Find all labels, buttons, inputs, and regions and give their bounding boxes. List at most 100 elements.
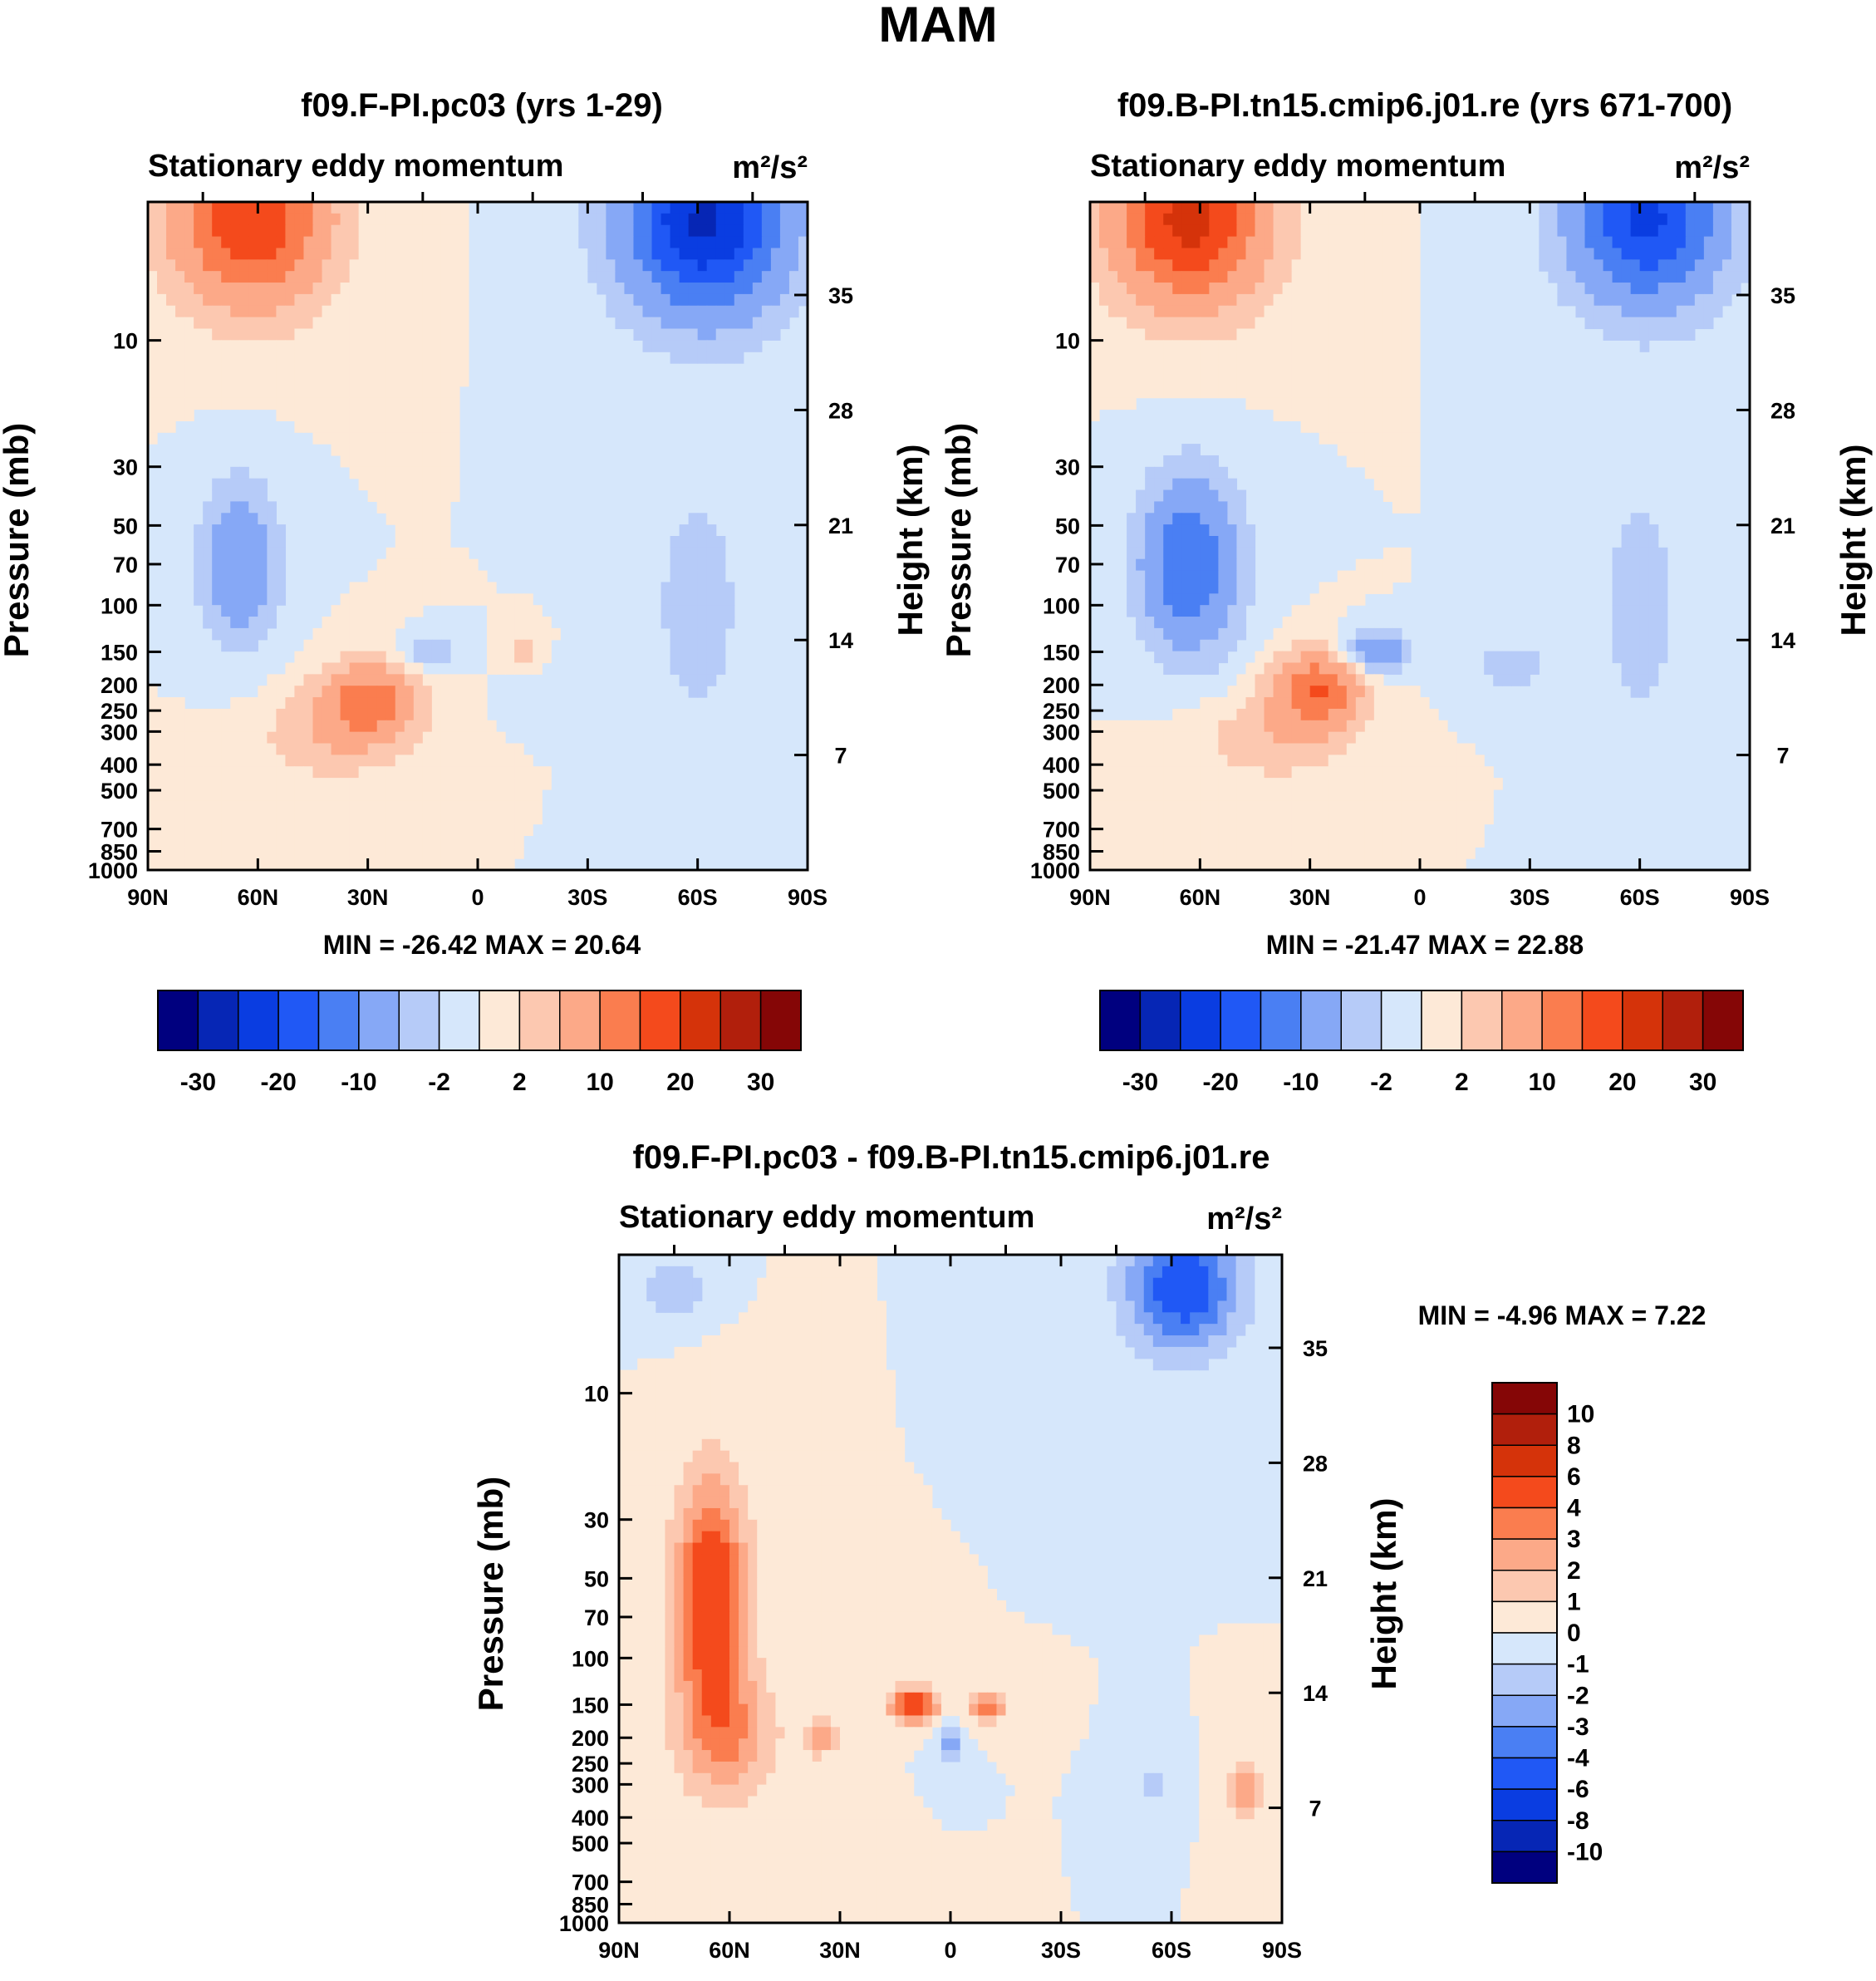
field-cell bbox=[1355, 317, 1366, 330]
field-cell bbox=[1319, 386, 1329, 399]
field-cell bbox=[1255, 800, 1265, 814]
field-cell bbox=[633, 202, 644, 214]
field-cell bbox=[212, 202, 222, 214]
field-cell bbox=[1337, 778, 1348, 790]
field-cell bbox=[739, 1450, 749, 1463]
field-cell bbox=[1712, 213, 1723, 226]
field-cell bbox=[1657, 317, 1668, 330]
field-cell bbox=[349, 328, 360, 341]
field-cell bbox=[1200, 259, 1210, 272]
field-cell bbox=[1200, 627, 1210, 641]
field-cell bbox=[1154, 489, 1164, 503]
field-cell bbox=[1163, 766, 1173, 779]
field-cell bbox=[775, 1312, 786, 1325]
field-cell bbox=[1328, 374, 1338, 387]
field-cell bbox=[303, 766, 314, 779]
field-cell bbox=[1355, 397, 1366, 410]
field-cell bbox=[276, 593, 287, 606]
field-cell bbox=[294, 213, 305, 226]
field-cell bbox=[1309, 363, 1320, 376]
field-cell bbox=[221, 766, 231, 779]
field-cell bbox=[184, 755, 194, 767]
panel-experiment: f09.B-PI.tn15.cmip6.j01.re (yrs 671-700)… bbox=[939, 87, 1873, 1096]
field-cell bbox=[1392, 236, 1402, 249]
field-cell bbox=[1548, 248, 1559, 260]
field-cell bbox=[166, 789, 176, 802]
field-cell bbox=[395, 674, 405, 686]
field-cell bbox=[413, 236, 424, 249]
field-cell bbox=[422, 432, 433, 445]
field-cell bbox=[1364, 236, 1375, 249]
field-cell bbox=[248, 605, 258, 617]
field-cell bbox=[148, 720, 158, 733]
field-cell bbox=[1227, 501, 1238, 514]
field-cell bbox=[1171, 1289, 1181, 1302]
field-cell bbox=[1447, 858, 1457, 871]
field-cell bbox=[1337, 570, 1348, 583]
field-cell bbox=[459, 224, 469, 238]
field-cell bbox=[1392, 778, 1402, 790]
field-cell bbox=[230, 305, 240, 318]
field-cell bbox=[766, 1393, 777, 1405]
field-cell bbox=[212, 224, 222, 238]
field-cell bbox=[821, 1289, 832, 1302]
field-cell bbox=[1410, 478, 1421, 491]
field-cell bbox=[1612, 328, 1623, 341]
field-cell bbox=[1217, 1289, 1228, 1302]
field-cell bbox=[1382, 547, 1393, 560]
field-cell bbox=[1639, 582, 1650, 594]
field-cell bbox=[788, 305, 799, 318]
field-cell bbox=[1163, 224, 1173, 238]
field-cell bbox=[349, 432, 360, 445]
field-cell bbox=[849, 1393, 859, 1405]
field-cell bbox=[157, 213, 167, 226]
field-cell bbox=[248, 489, 258, 503]
field-cell bbox=[798, 248, 808, 260]
field-cell bbox=[761, 248, 772, 260]
field-cell bbox=[1401, 570, 1412, 583]
field-cell bbox=[1181, 466, 1191, 479]
field-cell bbox=[294, 305, 305, 318]
field-cell bbox=[239, 558, 249, 572]
field-cell bbox=[1154, 466, 1164, 479]
field-cell bbox=[1392, 328, 1402, 341]
field-cell bbox=[734, 340, 744, 352]
field-cell bbox=[404, 662, 415, 675]
field-cell bbox=[1309, 847, 1320, 859]
field-cell bbox=[1127, 524, 1137, 537]
field-cell bbox=[1337, 213, 1348, 226]
field-cell bbox=[1373, 835, 1384, 848]
field-cell bbox=[830, 1393, 841, 1405]
field-cell bbox=[748, 1358, 758, 1371]
field-cell bbox=[1090, 328, 1100, 341]
min-max-stats: MIN = -21.47 MAX = 22.88 bbox=[1266, 930, 1584, 960]
field-cell bbox=[1621, 674, 1632, 686]
y-tick-label: 100 bbox=[1043, 593, 1080, 618]
field-cell bbox=[1191, 363, 1201, 376]
field-cell bbox=[1181, 1312, 1191, 1325]
field-cell bbox=[175, 236, 185, 249]
field-cell bbox=[757, 1438, 767, 1452]
field-cell bbox=[276, 351, 287, 364]
field-cell bbox=[340, 455, 351, 468]
field-cell bbox=[661, 340, 671, 352]
field-cell bbox=[404, 305, 415, 318]
field-cell bbox=[285, 708, 296, 721]
field-cell bbox=[395, 478, 405, 491]
field-cell bbox=[1245, 766, 1256, 779]
field-cell bbox=[1309, 639, 1320, 652]
field-cell bbox=[1273, 283, 1284, 295]
field-cell bbox=[212, 478, 222, 491]
field-cell bbox=[1154, 340, 1164, 352]
field-cell bbox=[1319, 432, 1329, 445]
field-cell bbox=[1319, 778, 1329, 790]
field-cell bbox=[877, 1462, 887, 1474]
field-cell bbox=[175, 202, 185, 214]
field-cell bbox=[803, 1369, 813, 1383]
field-cell bbox=[1410, 847, 1421, 859]
field-cell bbox=[793, 1462, 804, 1474]
field-cell bbox=[322, 823, 332, 837]
field-cell bbox=[1309, 778, 1320, 790]
field-cell bbox=[303, 259, 314, 272]
colorbar-label: -20 bbox=[1202, 1069, 1238, 1096]
